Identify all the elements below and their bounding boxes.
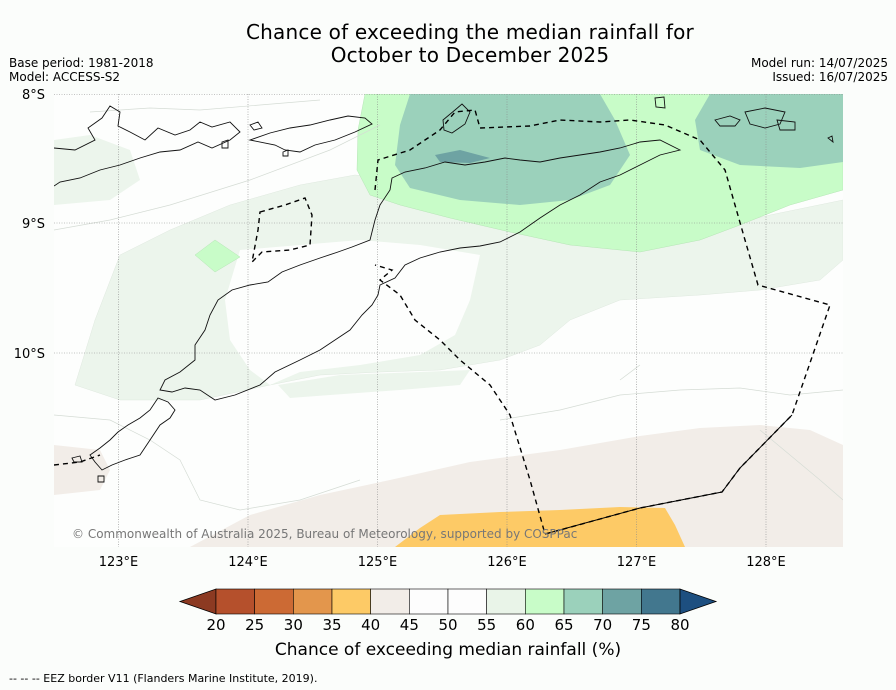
coast-islands-e	[654, 96, 834, 144]
region-65-70-b	[695, 94, 843, 168]
meta-left: Base period: 1981-2018 Model: ACCESS-S2	[9, 56, 154, 84]
colorbar-title: Chance of exceeding median rainfall (%)	[274, 640, 622, 660]
lon-label: 128°E	[746, 555, 786, 570]
coast-rote	[89, 397, 176, 471]
model-name: Model: ACCESS-S2	[9, 70, 121, 84]
map-title-line-1: Chance of exceeding the median rainfall …	[246, 20, 694, 44]
colorbar-tick-label: 60	[516, 616, 535, 634]
eez-solid-segment	[544, 414, 793, 535]
lon-label: 126°E	[487, 555, 527, 570]
colorbar-tick-label: 80	[670, 616, 689, 634]
eez-border-west	[250, 197, 313, 265]
region-40-45-south	[190, 425, 843, 547]
region-40-45-sw	[54, 445, 110, 495]
region-65-70-a	[395, 94, 630, 205]
region-70-75	[435, 150, 490, 163]
gridlines	[54, 94, 843, 547]
colorbar-ticks: 20 25 30 35 40 45 50 55 60 65 70 75 80	[206, 616, 689, 634]
map-area	[54, 94, 843, 547]
model-run: Model run: 14/07/2025	[750, 56, 888, 70]
lon-label: 125°E	[358, 555, 398, 570]
lon-label: 124°E	[228, 555, 268, 570]
coast-small-islets	[221, 121, 289, 157]
lat-label: 10°S	[14, 347, 45, 362]
lon-labels: 123°E 124°E 125°E 126°E 127°E 128°E	[99, 555, 786, 570]
region-60-65-small	[194, 239, 241, 273]
colorbar-tick-label: 30	[284, 616, 303, 634]
coast-timor	[159, 139, 682, 401]
colorbar-tick-label: 45	[400, 616, 419, 634]
region-55-60-strip	[278, 370, 470, 398]
eez-footnote: -- -- -- EEZ border V11 (Flanders Marine…	[9, 672, 318, 685]
colorbar-tick-label: 20	[206, 616, 225, 634]
map-title-line-2: October to December 2025	[330, 43, 610, 67]
region-35-40	[395, 507, 685, 547]
lon-label: 123°E	[99, 555, 139, 570]
lat-labels: 8°S 9°S 10°S	[14, 88, 45, 362]
colorbar-tick-label: 70	[593, 616, 612, 634]
coast-wetar	[442, 103, 471, 134]
meta-right: Model run: 14/07/2025 Issued: 16/07/2025	[751, 56, 888, 84]
colorbar-tick-label: 55	[477, 616, 496, 634]
lon-label: 127°E	[617, 555, 657, 570]
colorbar-tick-label: 50	[438, 616, 457, 634]
eez-border-sw	[54, 454, 101, 466]
base-period: Base period: 1981-2018	[9, 56, 154, 70]
colorbar-tick-label: 35	[322, 616, 341, 634]
colorbar-tick-label: 25	[245, 616, 264, 634]
rainfall-map: 8°S 9°S 10°S 123°E 124°E 125°E 126°E 127…	[14, 88, 843, 570]
region-50-55-inner	[225, 240, 480, 385]
coast-flores	[54, 105, 241, 187]
contour-line	[54, 99, 843, 511]
coast-alor	[248, 115, 373, 153]
coastlines	[54, 96, 834, 483]
colorbar-tick-label: 40	[361, 616, 380, 634]
lat-label: 8°S	[22, 88, 45, 103]
lat-label: 9°S	[22, 217, 45, 232]
copyright-credit: © Commonwealth of Australia 2025, Bureau…	[72, 527, 578, 541]
colorbar-tick-label: 65	[554, 616, 573, 634]
issued-date: Issued: 16/07/2025	[772, 70, 888, 84]
colorbar-tick-label: 75	[632, 616, 651, 634]
